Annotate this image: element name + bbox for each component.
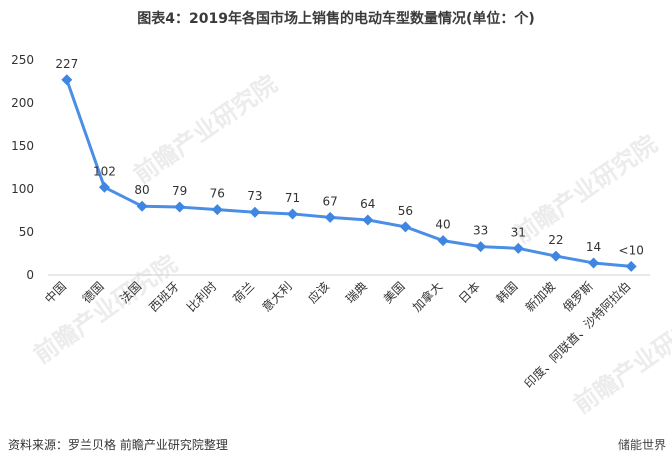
x-tick-label: 韩国 (493, 279, 521, 307)
data-label: 73 (247, 189, 262, 203)
data-label: <10 (619, 243, 644, 257)
data-label: 56 (398, 204, 413, 218)
x-tick-label: 比利时 (184, 279, 219, 314)
data-label: 22 (548, 233, 563, 247)
data-point (174, 201, 186, 213)
chart-title: 图表4：2019年各国市场上销售的电动车型数量情况(单位：个) (137, 11, 535, 27)
x-tick-label: 俄罗斯 (560, 279, 595, 314)
x-axis: 中国 德国 法国 西班牙 比利时 荷兰 意大利 应该 瑞典 美国 加拿大 日本 韩国 新加坡 俄罗斯印度、阿… (41, 274, 650, 391)
y-tick-label: 50 (19, 225, 34, 239)
y-tick-label: 150 (11, 139, 34, 153)
x-tick-label: 应该 (305, 279, 333, 307)
x-tick-label: 荷兰 (230, 279, 257, 306)
x-tick-label: 加拿大 (409, 279, 445, 315)
data-point (512, 242, 524, 254)
data-point (437, 235, 449, 247)
data-label: 102 (93, 164, 116, 178)
data-label: 71 (285, 191, 300, 205)
data-label: 79 (172, 184, 187, 198)
x-tick-label: 西班牙 (146, 279, 181, 314)
data-point (399, 221, 411, 233)
x-tick-label: 德国 (79, 279, 107, 307)
data-point (136, 200, 148, 212)
series: 227 102 80 79 76 73 71 67 64 56 40 33 31 22 14 <10 (55, 57, 644, 272)
data-label: 31 (511, 225, 526, 239)
data-label: 76 (210, 187, 225, 201)
data-point (211, 204, 223, 216)
x-tick-label: 意大利 (259, 279, 295, 315)
data-point (362, 214, 374, 226)
y-tick-label: 250 (11, 53, 34, 67)
data-point (475, 241, 487, 253)
x-tick-label: 日本 (456, 279, 483, 306)
data-point (287, 208, 299, 220)
data-label: 64 (360, 197, 375, 211)
data-point (550, 250, 562, 262)
data-label: 67 (323, 194, 338, 208)
x-tick-label: 中国 (41, 279, 69, 307)
data-point (324, 211, 336, 223)
y-axis: 0 50 100 150 200 250 (11, 53, 34, 282)
data-point (61, 74, 73, 86)
data-label: 14 (586, 240, 601, 254)
data-label: 40 (435, 218, 450, 232)
data-label: 33 (473, 224, 488, 238)
x-tick-label: 瑞典 (343, 279, 370, 306)
x-tick-label: 美国 (381, 279, 408, 306)
data-point (625, 260, 637, 272)
data-label: 80 (134, 183, 149, 197)
y-tick-label: 200 (11, 96, 34, 110)
data-point (249, 206, 261, 218)
x-tick-label: 新加坡 (522, 279, 558, 315)
y-tick-label: 0 (26, 268, 34, 282)
data-point (98, 181, 110, 193)
source-note: 资料来源：罗兰贝格 前瞻产业研究院整理 (8, 438, 228, 452)
data-point (588, 257, 600, 269)
series-line (65, 79, 632, 268)
data-label: 227 (55, 57, 78, 71)
credit-label: 储能世界 (617, 438, 666, 452)
x-tick-label: 法国 (117, 279, 144, 306)
y-tick-label: 100 (11, 182, 34, 196)
